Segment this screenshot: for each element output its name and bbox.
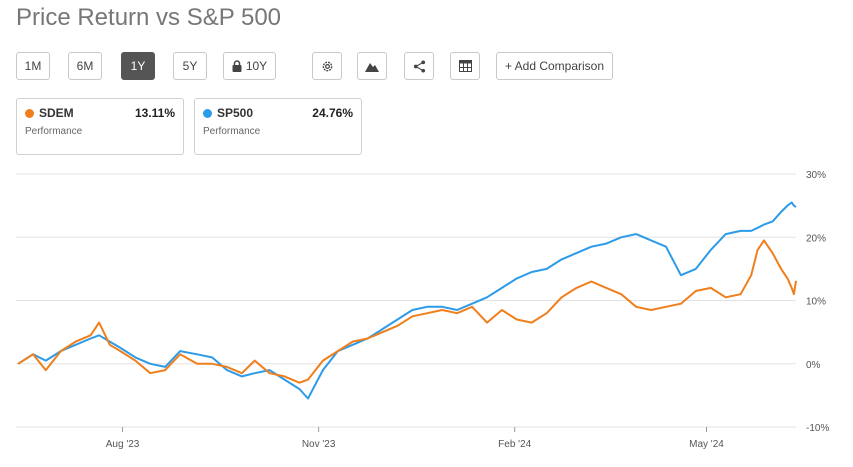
series-line-sp500 [17,201,797,400]
y-tick-label: 0% [806,360,821,371]
y-tick-label: 20% [806,233,826,244]
y-tick-label: -10% [806,423,829,434]
chart-type-button[interactable] [357,52,387,80]
share-icon [413,59,426,73]
range-1m-button[interactable]: 1M [16,52,50,80]
x-tick-label: Feb '24 [498,439,531,450]
y-tick-label: 30% [806,170,826,181]
range-10y-button[interactable]: 10Y [223,52,276,80]
y-tick-label: 10% [806,297,826,308]
mountain-chart-icon [365,60,379,72]
x-tick-label: Aug '23 [106,439,140,450]
x-tick-label: Nov '23 [302,439,336,450]
range-1y-label: 1Y [130,59,146,73]
share-button[interactable] [404,52,434,80]
legend-ticker: SP500 [217,106,254,120]
settings-button[interactable] [312,52,342,80]
range-1m-label: 1M [24,59,42,73]
legend-sub: Performance [203,126,261,137]
legend-ticker: SDEM [39,106,74,120]
add-comparison-button[interactable]: + Add Comparison [496,52,613,80]
series-color-dot [203,109,212,118]
gear-icon [321,60,334,73]
range-6m-button[interactable]: 6M [68,52,102,80]
range-1y-button[interactable]: 1Y [121,52,155,80]
table-view-button[interactable] [450,52,480,80]
table-icon [458,60,472,72]
range-5y-label: 5Y [182,59,198,73]
lock-icon [232,60,242,72]
series-color-dot [25,109,34,118]
legend-card-sp500: SP500 24.76% Performance [194,98,362,155]
page-title: Price Return vs S&P 500 [16,4,282,31]
price-return-chart[interactable]: 30% 20% 10% 0% -10% Aug '23 Nov '23 Feb '24 May … [0,160,853,467]
range-6m-label: 6M [76,59,94,73]
x-tick-label: May '24 [689,439,724,450]
range-5y-button[interactable]: 5Y [173,52,207,80]
add-comparison-label: + Add Comparison [504,59,605,73]
range-10y-label: 10Y [245,59,268,73]
legend-value: 13.11% [134,106,175,120]
legend-card-sdem: SDEM 13.11% Performance [16,98,184,155]
legend-value: 24.76% [312,106,353,120]
legend-sub: Performance [25,126,83,137]
series-line-sdem [17,239,797,384]
